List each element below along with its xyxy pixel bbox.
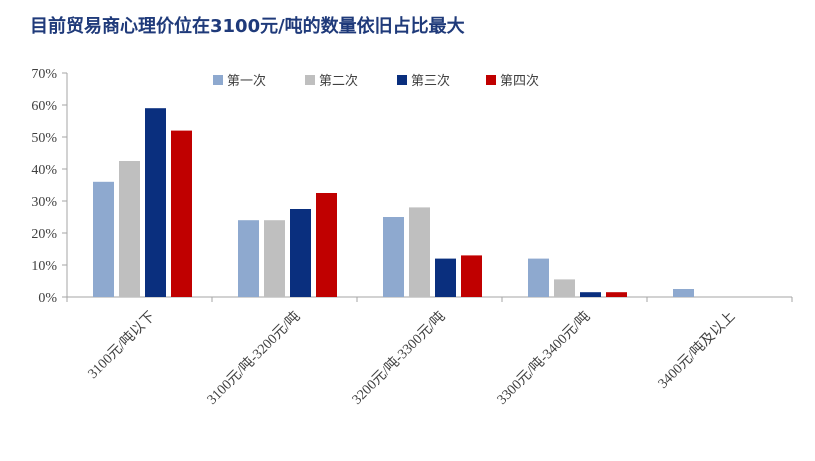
bar: [606, 292, 627, 297]
legend-item: 第四次: [486, 73, 539, 89]
legend-swatch: [213, 75, 223, 85]
legend-item: 第一次: [213, 73, 266, 89]
legend-label: 第三次: [411, 73, 450, 89]
y-tick-label: 60%: [31, 99, 57, 114]
legend-item: 第二次: [305, 73, 358, 89]
bar: [528, 258, 549, 297]
y-tick-label: 0%: [38, 291, 57, 306]
bar: [383, 217, 404, 297]
y-tick-label: 30%: [31, 195, 57, 210]
legend-swatch: [486, 75, 496, 85]
y-tick-label: 70%: [31, 67, 57, 82]
chart-title: 目前贸易商心理价位在3100元/吨的数量依旧占比最大: [30, 16, 465, 37]
bar: [554, 279, 575, 297]
y-axis: 0% 10% 20% 30% 40% 50% 60% 70%: [31, 67, 68, 306]
bar: [580, 292, 601, 297]
x-tick-label: 3400元/吨及以上: [655, 309, 738, 392]
bar: [145, 108, 166, 297]
legend-item: 第三次: [397, 73, 450, 89]
bar: [171, 130, 192, 297]
bar: [290, 209, 311, 297]
legend-swatch: [397, 75, 407, 85]
bars: [93, 108, 694, 297]
bar: [119, 161, 140, 297]
legend-label: 第二次: [319, 73, 358, 89]
legend: 第一次 第二次 第三次 第四次: [213, 73, 539, 89]
bar: [316, 193, 337, 297]
y-tick-label: 10%: [31, 259, 57, 274]
y-tick-label: 20%: [31, 227, 57, 242]
bar: [673, 289, 694, 297]
legend-label: 第四次: [500, 73, 539, 89]
bar: [461, 255, 482, 297]
legend-swatch: [305, 75, 315, 85]
bar: [435, 258, 456, 297]
x-tick-label: 3300元/吨-3400元/吨: [494, 309, 593, 408]
y-tick-label: 50%: [31, 131, 57, 146]
legend-label: 第一次: [227, 73, 266, 89]
bar: [93, 181, 114, 297]
bar: [238, 220, 259, 297]
bar: [264, 220, 285, 297]
y-tick-label: 40%: [31, 163, 57, 178]
bar: [409, 207, 430, 297]
x-tick-label: 3100元/吨-3200元/吨: [204, 309, 303, 408]
x-tick-label: 3100元/吨以下: [85, 309, 158, 382]
x-tick-label: 3200元/吨-3300元/吨: [349, 309, 448, 408]
x-axis: 3100元/吨以下 3100元/吨-3200元/吨 3200元/吨-3300元/吨 3…: [66, 296, 793, 408]
